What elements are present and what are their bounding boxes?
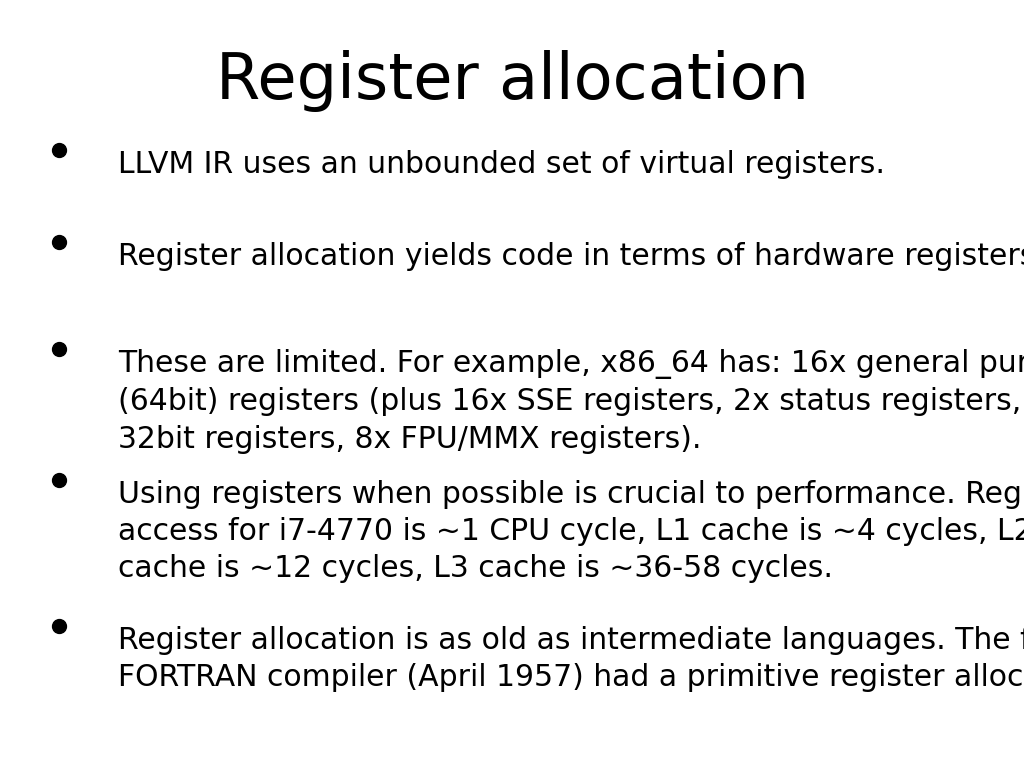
Text: These are limited. For example, x86_64 has: 16x general purpose
(64bit) register: These are limited. For example, x86_64 h…: [118, 349, 1024, 454]
Text: Register allocation is as old as intermediate languages. The first
FORTRAN compi: Register allocation is as old as interme…: [118, 626, 1024, 692]
Text: Register allocation yields code in terms of hardware registers.: Register allocation yields code in terms…: [118, 242, 1024, 271]
Text: Register allocation: Register allocation: [215, 50, 809, 112]
Text: Using registers when possible is crucial to performance. Register
access for i7-: Using registers when possible is crucial…: [118, 480, 1024, 583]
Text: LLVM IR uses an unbounded set of virtual registers.: LLVM IR uses an unbounded set of virtual…: [118, 150, 885, 179]
